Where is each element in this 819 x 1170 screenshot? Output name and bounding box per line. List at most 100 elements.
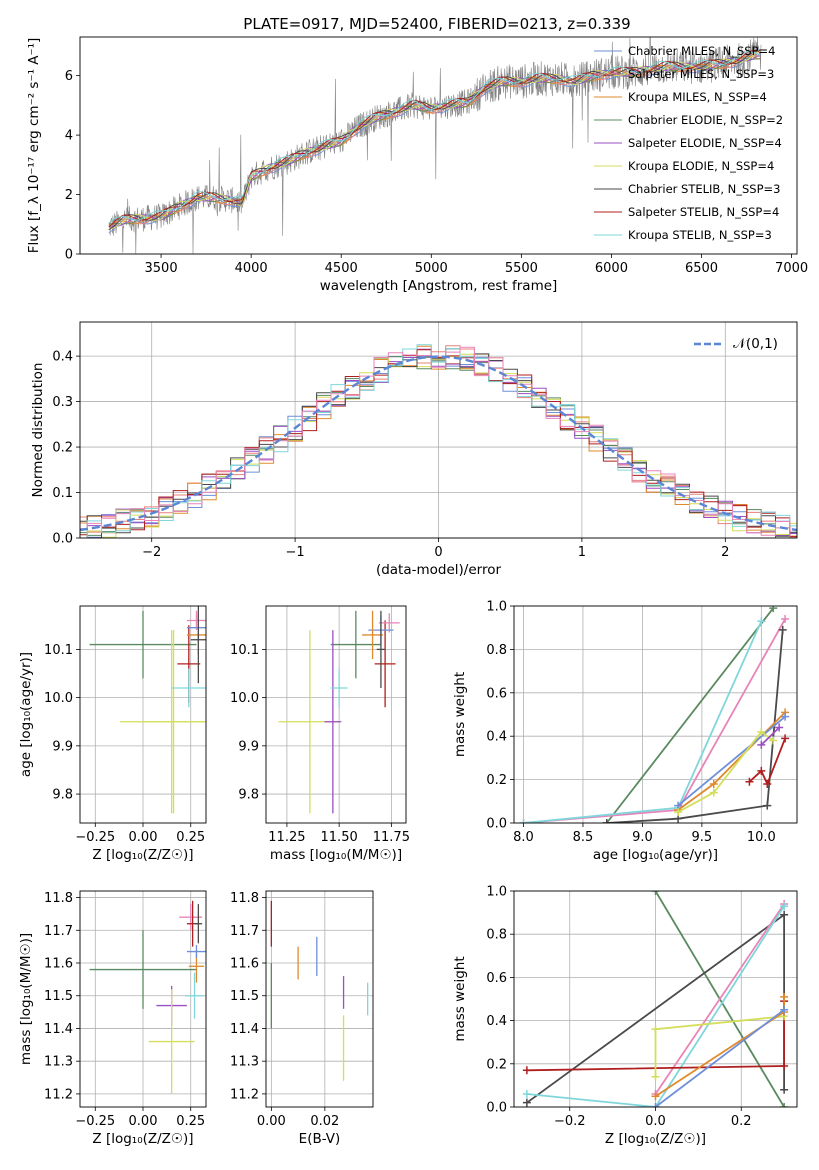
plot-area (89, 900, 206, 1094)
y-tick-label: 0.0 (52, 532, 73, 547)
panel-mass_vs_Z: −0.25 0.00 0.25 11.2 11.3 11.4 11.5 11.6 11.7 11.… (18, 890, 207, 1147)
model-spectrum (108, 55, 761, 227)
plot-area (278, 610, 400, 814)
model-spectrum (108, 49, 761, 228)
histogram-series (80, 346, 797, 538)
point-marker (763, 801, 772, 810)
x-tick-label: 0.02 (310, 1114, 339, 1129)
legend: 𝒩(0,1) (694, 336, 778, 352)
x-tick-label: 4000 (235, 261, 268, 276)
x-tick-label: −1 (286, 545, 305, 560)
y-axis-label: mass weight (452, 956, 468, 1041)
observed-spectrum (108, 37, 762, 254)
histogram-series (80, 345, 797, 537)
point-marker (522, 1090, 531, 1099)
y-tick-label: 10.0 (44, 691, 73, 706)
y-tick-label: 0.6 (486, 971, 507, 986)
legend-entry: 𝒩(0,1) (733, 336, 778, 352)
point-marker (522, 1066, 531, 1075)
point-marker (780, 1005, 789, 1014)
plot-area (270, 900, 369, 1081)
point-marker (757, 617, 766, 626)
point-marker (709, 788, 718, 797)
y-tick-label: 11.3 (44, 1055, 73, 1070)
x-tick-label: 8.0 (513, 830, 534, 845)
x-tick-label: 0.25 (176, 1114, 205, 1129)
histogram-series (80, 344, 797, 538)
y-tick-label: 11.2 (44, 1087, 73, 1102)
x-tick-label: 0.00 (257, 1114, 286, 1129)
x-tick-label: 3500 (145, 261, 178, 276)
y-tick-label: 11.5 (230, 989, 259, 1004)
panel-spectrum: Chabrier MILES, N_SSP=4 Salpeter MILES, N… (26, 36, 808, 294)
y-tick-label: 0 (65, 248, 73, 263)
point-marker (780, 992, 789, 1001)
plot-area (519, 606, 790, 823)
y-tick-label: 10.1 (230, 643, 259, 658)
point-marker (602, 819, 611, 823)
x-tick-label: 11.50 (321, 830, 358, 845)
mass-weight-series (606, 629, 784, 823)
x-axis-label: Z [log₁₀(Z/Z☉)] (92, 1131, 193, 1147)
y-axis-label: age [log₁₀(age/yr)] (18, 652, 34, 777)
model-spectrum (108, 51, 761, 224)
y-tick-label: 11.8 (44, 891, 73, 906)
y-axis-label: Normed distribution (30, 363, 46, 498)
y-tick-label: 9.8 (238, 788, 259, 803)
y-tick-label: 9.8 (52, 788, 73, 803)
x-tick-label: 0.2 (731, 1114, 752, 1129)
plot-area (89, 606, 206, 814)
y-tick-label: 11.8 (230, 891, 259, 906)
point-marker (651, 891, 660, 895)
y-tick-label: 4 (65, 129, 73, 144)
x-axis-label: age [log₁₀(age/yr)] (593, 847, 718, 863)
legend-entry: Kroupa STELIB, N_SSP=3 (628, 228, 772, 242)
point-marker (745, 777, 754, 786)
y-tick-label: 11.6 (230, 957, 259, 972)
x-tick-label: 0.0 (645, 1114, 666, 1129)
point-marker (781, 734, 790, 743)
histogram-series (80, 348, 797, 536)
y-tick-label: 11.6 (44, 957, 73, 972)
model-spectrum (108, 54, 761, 227)
point-marker (674, 808, 683, 817)
mass-weight-series (677, 730, 774, 813)
y-tick-label: 11.3 (230, 1055, 259, 1070)
model-spectrum (108, 49, 761, 230)
point-marker (651, 1103, 660, 1107)
y-tick-label: 0.2 (486, 1057, 507, 1072)
x-axis-label: Z [log₁₀(Z/Z☉)] (605, 1131, 706, 1147)
point-marker (780, 910, 789, 919)
y-tick-label: 0.6 (486, 686, 507, 701)
point-marker (769, 736, 778, 745)
y-tick-label: 1.0 (486, 600, 507, 615)
mass-weight-series (760, 726, 780, 746)
y-tick-label: 0.3 (52, 395, 73, 410)
x-axis-label: Z [log₁₀(Z/Z☉)] (92, 847, 193, 863)
point-marker (757, 727, 766, 736)
legend: Chabrier MILES, N_SSP=4 Salpeter MILES, N… (594, 44, 783, 242)
x-tick-label: 0.00 (129, 830, 158, 845)
y-tick-label: 0.8 (486, 928, 507, 943)
y-tick-label: 10.1 (44, 643, 73, 658)
y-tick-label: 0.2 (52, 441, 73, 456)
axes-frame (513, 605, 798, 824)
x-axis-label: wavelength [Angstrom, rest frame] (320, 278, 558, 294)
x-axis-label: mass [log₁₀(M/M☉)] (270, 847, 402, 863)
legend-entry: Kroupa MILES, N_SSP=4 (628, 90, 767, 104)
y-tick-label: 11.2 (230, 1087, 259, 1102)
y-tick-label: 11.4 (230, 1022, 259, 1037)
legend-entry: Chabrier MILES, N_SSP=4 (628, 44, 775, 58)
point-marker (781, 615, 790, 624)
panel-age_vs_Z: −0.25 0.00 0.25 9.8 9.9 10.0 10.1 Z [log₁₀(Z/Z☉… (18, 605, 207, 863)
y-tick-label: 0.0 (486, 1101, 507, 1116)
mass-weight-series (526, 905, 785, 1107)
y-tick-label: 9.9 (238, 739, 259, 754)
x-tick-label: −0.25 (75, 830, 115, 845)
mass-weight-series (654, 903, 785, 1095)
y-tick-label: 2 (65, 188, 73, 203)
legend-entry: Kroupa ELODIE, N_SSP=4 (628, 159, 774, 173)
x-tick-label: 9.5 (692, 830, 713, 845)
x-tick-label: 2 (721, 545, 729, 560)
